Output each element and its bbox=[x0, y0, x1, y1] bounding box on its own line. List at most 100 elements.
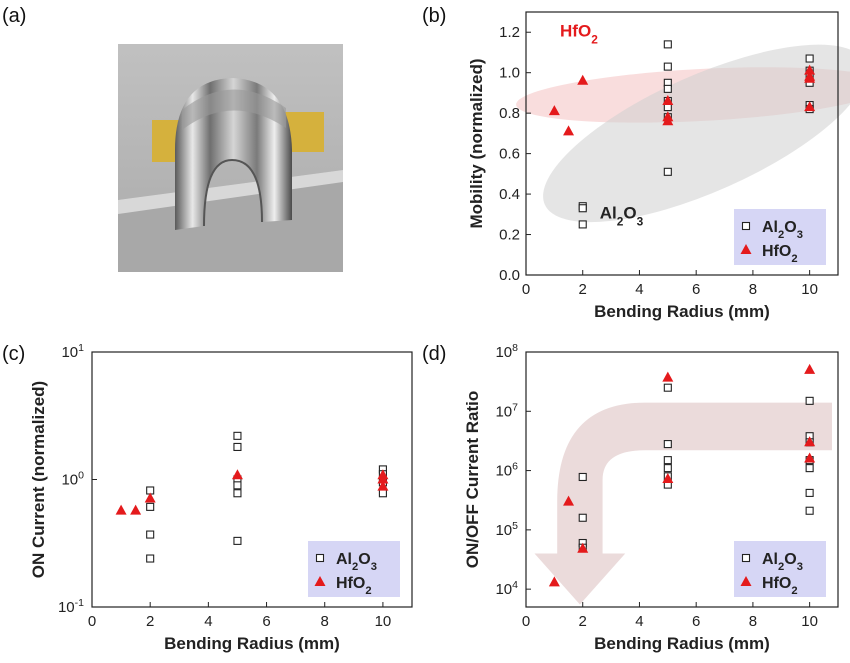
y-tick-label: 104 bbox=[495, 579, 518, 598]
legend-marker bbox=[741, 221, 751, 231]
hfo2-point bbox=[130, 504, 142, 515]
hfo2-point bbox=[804, 64, 816, 75]
hfo2-point bbox=[115, 504, 127, 515]
y-tick-label: 100 bbox=[61, 470, 84, 489]
x-tick-label: 0 bbox=[522, 613, 530, 630]
x-axis-title: Bending Radius (mm) bbox=[594, 634, 770, 653]
y-tick-label: 0.4 bbox=[499, 186, 520, 203]
al2o3-point bbox=[233, 536, 242, 545]
al2o3-point bbox=[805, 54, 814, 63]
y-tick-label: 0.6 bbox=[499, 146, 520, 163]
plot-frame bbox=[525, 11, 839, 276]
y-tick-label: 106 bbox=[495, 461, 518, 480]
y-tick-label: 108 bbox=[495, 342, 518, 361]
plot-frame bbox=[525, 351, 839, 608]
legend-entry: Al2O3 bbox=[762, 219, 803, 241]
hfo2-point bbox=[804, 72, 816, 83]
legend-marker bbox=[314, 576, 326, 586]
trend-arrow bbox=[534, 402, 832, 605]
legend-entry: Al2O3 bbox=[336, 551, 377, 573]
legend-entry: Al2O3 bbox=[762, 551, 803, 573]
x-tick-label: 0 bbox=[522, 281, 530, 298]
y-tick-label: 10-1 bbox=[58, 597, 84, 616]
al2o3-point bbox=[663, 456, 672, 465]
al2o3-point bbox=[805, 464, 814, 473]
al2o3-point bbox=[233, 442, 242, 452]
al2o3-point bbox=[663, 40, 672, 49]
y-tick-label: 107 bbox=[495, 401, 518, 420]
al2o3-point bbox=[805, 396, 814, 405]
y-tick-label: 105 bbox=[495, 520, 518, 539]
legend-marker bbox=[740, 244, 752, 254]
bent-substrate-photo-icon bbox=[118, 44, 343, 272]
al2o3-point bbox=[233, 481, 242, 490]
al2o3-point bbox=[663, 167, 672, 176]
al2o3-point bbox=[578, 513, 587, 522]
x-tick-label: 10 bbox=[801, 281, 818, 298]
hfo2-point bbox=[804, 452, 816, 463]
hfo2-point bbox=[231, 469, 243, 480]
al2o3-point bbox=[578, 220, 587, 229]
al2o3-band bbox=[543, 44, 850, 223]
panel-label-d: (d) bbox=[422, 343, 446, 365]
al2o3-point bbox=[663, 62, 672, 71]
panel-label-a: (a) bbox=[2, 5, 26, 27]
legend-marker bbox=[315, 553, 325, 563]
y-tick-label: 0.8 bbox=[499, 105, 520, 122]
x-tick-label: 6 bbox=[692, 613, 700, 630]
al2o3-point bbox=[663, 464, 672, 473]
x-tick-label: 4 bbox=[635, 613, 643, 630]
hfo2-point bbox=[377, 480, 389, 491]
hfo2-point bbox=[662, 473, 674, 484]
hfo2-point bbox=[144, 492, 156, 503]
legend-marker bbox=[741, 553, 751, 563]
legend-entry: HfO2 bbox=[762, 575, 798, 597]
hfo2-point bbox=[577, 542, 589, 553]
hfo2-point bbox=[577, 74, 589, 85]
al2o3-point bbox=[578, 472, 587, 482]
y-axis-title: ON/OFF Current Ratio bbox=[463, 391, 482, 569]
x-tick-label: 2 bbox=[579, 281, 587, 298]
hfo2-point bbox=[662, 95, 674, 106]
al2o3-point bbox=[378, 489, 387, 498]
al2o3-point bbox=[233, 431, 242, 440]
x-tick-label: 2 bbox=[146, 613, 154, 630]
al2o3-point bbox=[663, 440, 672, 449]
chart-c: 0 2 4 6 8 10 10-1 100 101 Bending Radius (mm) ON C… bbox=[29, 342, 413, 653]
x-tick-label: 6 bbox=[692, 281, 700, 298]
hfo2-point bbox=[804, 436, 816, 447]
y-tick-label: 0.0 bbox=[499, 267, 520, 284]
annotation-label: HfO2 bbox=[560, 21, 598, 46]
hfo2-point bbox=[804, 101, 816, 112]
panel-label-b: (b) bbox=[422, 5, 446, 27]
y-tick-label: 1.2 bbox=[499, 24, 520, 41]
legend-box bbox=[734, 541, 826, 597]
hfo2-point bbox=[662, 371, 674, 382]
chart-b: 0 2 4 6 8 10 0.0 0.2 0.4 0.6 0.8 1.0 1.2 Bending Radi… bbox=[467, 11, 850, 321]
annotation-label: Al2O3 bbox=[600, 203, 644, 228]
hfo2-point bbox=[662, 115, 674, 126]
x-tick-label: 6 bbox=[262, 613, 270, 630]
x-axis-title: Bending Radius (mm) bbox=[164, 634, 340, 653]
hfo2-point bbox=[377, 473, 389, 484]
y-axis-title: Mobility (normalized) bbox=[467, 59, 486, 229]
y-tick-label: 1.0 bbox=[499, 65, 520, 82]
al2o3-point bbox=[805, 488, 814, 497]
hfo2-point bbox=[804, 363, 816, 374]
hfo2-point bbox=[548, 105, 560, 116]
hfo2-point bbox=[563, 125, 575, 136]
legend-marker bbox=[740, 576, 752, 586]
al2o3-point bbox=[146, 502, 155, 511]
y-tick-label: 101 bbox=[61, 342, 84, 361]
x-tick-label: 10 bbox=[375, 613, 392, 630]
x-tick-label: 4 bbox=[204, 613, 212, 630]
x-tick-label: 4 bbox=[635, 281, 643, 298]
x-tick-label: 2 bbox=[579, 613, 587, 630]
legend-box bbox=[308, 541, 400, 597]
hfo2-point bbox=[548, 576, 560, 587]
x-tick-label: 8 bbox=[321, 613, 329, 630]
